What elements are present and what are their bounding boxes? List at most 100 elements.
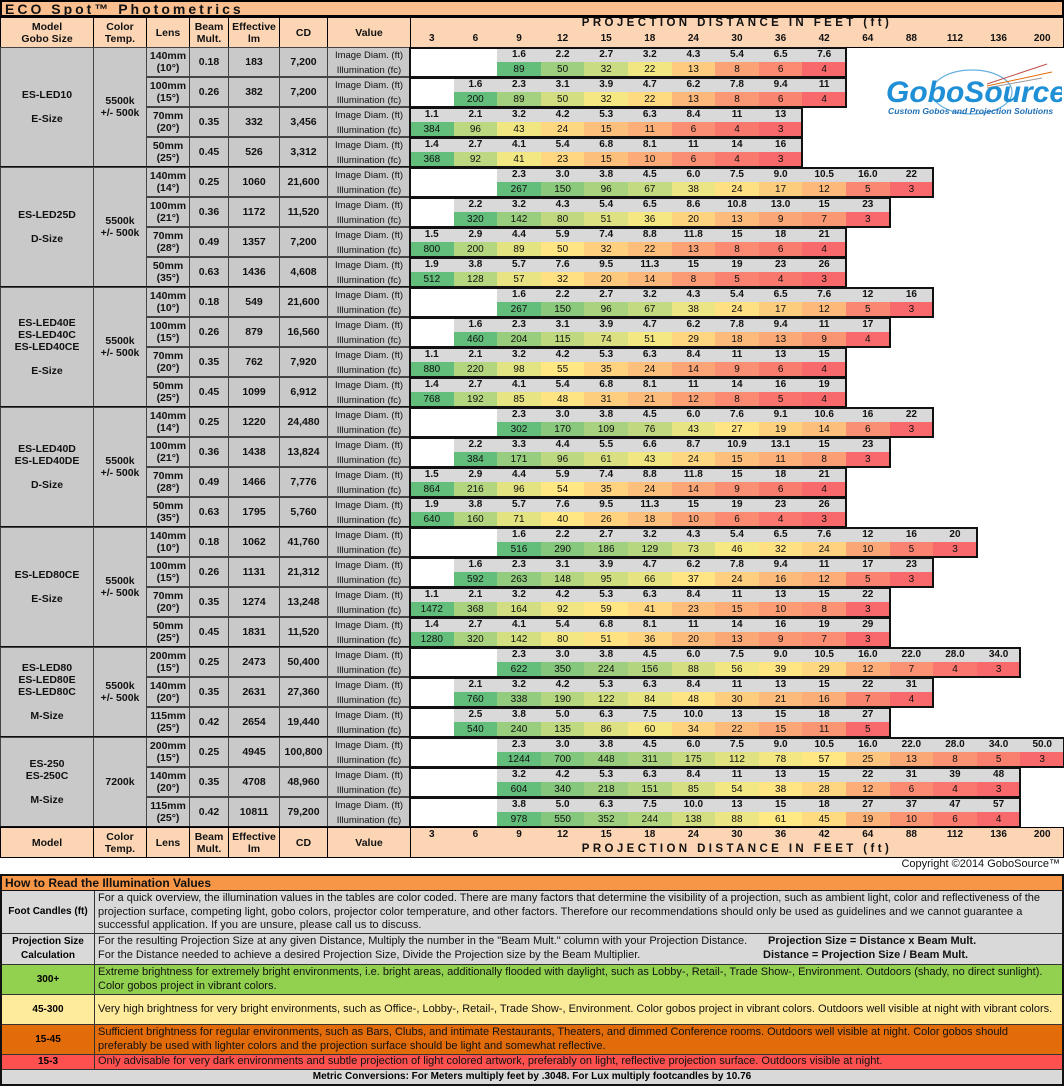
image-diameter-value: 15 (758, 797, 803, 812)
image-diameter-value: 2.1 (453, 347, 498, 362)
model-name: ES-LED10 (21, 89, 73, 101)
illumination-value: 368 (410, 152, 454, 167)
image-diameter-value: 11 (715, 677, 759, 692)
value-label-diam: Image Diam. (ft) (334, 350, 404, 361)
image-diameter-value: 4.7 (628, 317, 672, 332)
lens-angle: (14°) (156, 422, 180, 434)
image-diameter-value: 4.7 (628, 77, 672, 92)
image-diameter-value: 11.3 (628, 257, 672, 272)
projection-size-instruction: For the resulting Projection Size at any… (98, 935, 748, 947)
illumination-value: 6 (671, 152, 716, 167)
illumination-value: 175 (671, 752, 716, 767)
value-label-cell: Image Diam. (ft) Illumination (fc) (327, 227, 411, 257)
image-diameter-value: 9.0 (758, 647, 803, 662)
beam-mult-cell: 0.35 (189, 587, 229, 617)
image-diameter-value: 7.5 (715, 167, 759, 182)
image-diameter-value: 5.9 (540, 467, 585, 482)
distance-label: 112 (946, 33, 964, 44)
image-diameter-value: 2.7 (584, 527, 628, 542)
illumination-value: 96 (540, 452, 585, 467)
illumination-value: 40 (540, 512, 585, 527)
illumination-value: 35 (584, 482, 628, 497)
page-title: ECO Spot™ Photometrics (0, 0, 1064, 17)
image-diameter-value: 4.2 (540, 677, 585, 692)
illumination-value: 36 (628, 212, 672, 227)
model-cell: ES-LED80CE E-Size (0, 527, 94, 647)
illumination-value: 340 (540, 782, 585, 797)
illumination-value: 15 (715, 602, 759, 617)
image-diameter-value: 48 (976, 767, 1021, 782)
lens-angle: (10°) (156, 302, 180, 314)
image-diameter-value: 16 (846, 407, 890, 422)
lens-mm: 115mm (150, 800, 186, 812)
image-diameter-value: 1.1 (410, 347, 454, 362)
value-label-illum: Illumination (fc) (336, 125, 402, 136)
distance-label: 136 (990, 829, 1007, 840)
illumination-value: 6 (889, 782, 934, 797)
illumination-value: 67 (628, 302, 672, 317)
footer-value: Value (327, 827, 411, 858)
header-lens: Lens (146, 17, 190, 48)
lens-angle: (15°) (156, 332, 180, 344)
image-diameter-value: 22 (846, 767, 890, 782)
value-label-illum: Illumination (fc) (336, 605, 402, 616)
cd-cell: 19,440 (279, 707, 328, 737)
legend-key: 300+ (2, 965, 95, 994)
image-diameter-value: 26 (802, 257, 846, 272)
model-name: ES-LED40D (18, 443, 76, 455)
lens-angle: (15°) (156, 92, 180, 104)
illumination-value: 128 (453, 272, 498, 287)
lens-mm: 140mm (149, 50, 187, 62)
lens-mm: 70mm (152, 350, 184, 362)
illumination-value: 151 (628, 782, 672, 797)
distance-label: 42 (818, 33, 830, 44)
value-label-illum: Illumination (fc) (336, 155, 402, 166)
illumination-value: 5 (846, 182, 890, 197)
image-diameter-value: 3.8 (584, 407, 628, 422)
image-diameter-value: 6.2 (671, 557, 716, 572)
image-diameter-value: 16.0 (846, 737, 890, 752)
illumination-value: 36 (628, 632, 672, 647)
illumination-value: 22 (628, 92, 672, 107)
image-diameter-value: 4.4 (497, 467, 541, 482)
image-diameter-value: 3.2 (497, 347, 541, 362)
image-diameter-value: 5.0 (540, 797, 585, 812)
image-diameter-value: 2.1 (453, 677, 498, 692)
distance-label: 6 (472, 829, 479, 840)
value-label-illum: Illumination (fc) (336, 545, 402, 556)
beam-mult-cell: 0.49 (189, 227, 229, 257)
illumination-value: 96 (497, 482, 541, 497)
value-label-diam: Image Diam. (ft) (334, 770, 404, 781)
header-value: Value (327, 17, 411, 48)
image-diameter-value: 2.2 (453, 197, 498, 212)
illumination-value: 92 (453, 152, 498, 167)
illumination-value: 20 (584, 272, 628, 287)
illumination-value: 60 (628, 722, 672, 737)
illumination-value: 38 (671, 302, 716, 317)
image-diameter-value: 1.6 (453, 317, 498, 332)
value-label-cell: Image Diam. (ft) Illumination (fc) (327, 527, 411, 557)
illumination-value: 41 (628, 602, 672, 617)
illumination-value: 22 (715, 722, 759, 737)
lens-mm: 140mm (149, 290, 187, 302)
image-diameter-value: 1.1 (410, 107, 454, 122)
color-temp-cell: 5500k +/- 500k (93, 167, 147, 287)
lens-angle: (20°) (156, 362, 180, 374)
illumination-value: 66 (628, 572, 672, 587)
illumination-value: 35 (584, 362, 628, 377)
illumination-value: 6 (846, 422, 890, 437)
legend-key: 15-3 (2, 1055, 95, 1069)
illumination-value: 19 (846, 812, 890, 827)
image-diameter-value: 19 (715, 497, 759, 512)
value-label-illum: Illumination (fc) (336, 305, 402, 316)
illumination-value: 12 (802, 572, 846, 587)
model-name: ES-LED80 (21, 662, 73, 674)
value-label-illum: Illumination (fc) (336, 95, 402, 106)
value-label-cell: Image Diam. (ft) Illumination (fc) (327, 467, 411, 497)
cd-cell: 11,520 (279, 617, 328, 647)
illumination-value: 11 (628, 122, 672, 137)
image-diameter-value: 7.6 (802, 287, 846, 302)
illumination-value: 3 (846, 602, 890, 617)
illumination-value: 148 (540, 572, 585, 587)
image-diameter-value: 9.1 (758, 407, 803, 422)
